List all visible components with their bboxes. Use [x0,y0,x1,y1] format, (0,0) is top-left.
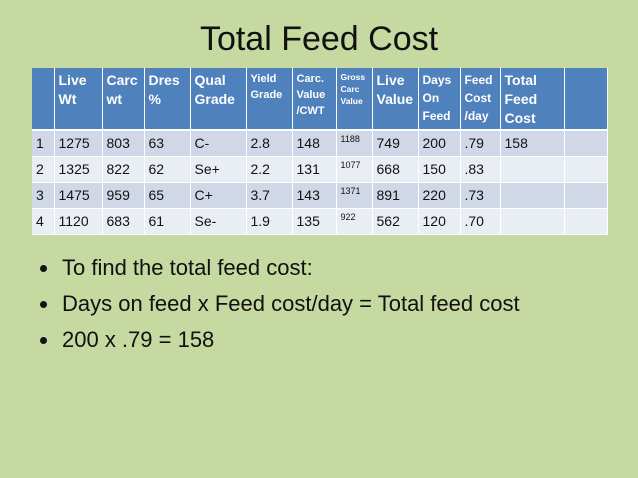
table-header-row: Live Wt Carc wt Dres % Qual Grade Yield … [32,68,608,131]
table-cell: 891 [372,182,419,209]
bullet-list: To find the total feed cost: Days on fee… [38,250,520,358]
header-cell: Qual Grade [190,68,247,131]
table-cell [564,156,608,183]
bullet-item: Days on feed x Feed cost/day = Total fee… [38,286,520,322]
header-cell: Dres % [144,68,191,131]
table-cell: .83 [460,156,501,183]
table-cell: 143 [292,182,337,209]
bullet-text: Days on feed x Feed cost/day = Total fee… [62,291,520,316]
header-cell: Days On Feed [418,68,461,131]
bullet-text: To find the total feed cost: [62,255,313,280]
table-cell: 63 [144,130,191,157]
table-cell: 1 [32,130,55,157]
table-cell: 3 [32,182,55,209]
table-cell: 65 [144,182,191,209]
header-cell: Feed Cost /day [460,68,501,131]
header-cell: Total Feed Cost [500,68,565,131]
header-cell [564,68,608,131]
table-cell: .73 [460,182,501,209]
header-cell: Carc. Value /CWT [292,68,337,131]
table-row: 3 1475 959 65 C+ 3.7 143 1371 891 220 .7… [32,182,608,209]
table-cell: 62 [144,156,191,183]
table-cell: 668 [372,156,419,183]
table-cell: 562 [372,208,419,235]
header-cell: Carc wt [102,68,145,131]
bullet-dot-icon [40,265,47,272]
table-cell: 158 [500,130,565,157]
bullet-dot-icon [40,301,47,308]
table-cell: 131 [292,156,337,183]
table-cell: 2.2 [246,156,293,183]
table-row: 4 1120 683 61 Se- 1.9 135 922 562 120 .7… [32,208,608,235]
table-cell: .79 [460,130,501,157]
header-cell: Live Wt [54,68,103,131]
table-cell: C- [190,130,247,157]
table-cell: 200 [418,130,461,157]
table-cell: 3.7 [246,182,293,209]
table-cell: 2.8 [246,130,293,157]
table-cell: 61 [144,208,191,235]
bullet-item: 200 x .79 = 158 [38,322,520,358]
header-cell [32,68,55,131]
table-cell: 1275 [54,130,103,157]
table-cell: 822 [102,156,145,183]
table-cell: Se- [190,208,247,235]
table-cell: 683 [102,208,145,235]
header-cell: Yield Grade [246,68,293,131]
table-cell [500,208,565,235]
table-cell [500,156,565,183]
table-cell: 2 [32,156,55,183]
table-cell [500,182,565,209]
table-cell: C+ [190,182,247,209]
table-cell: 1371 [336,182,373,209]
table-cell: 120 [418,208,461,235]
table-cell: 1325 [54,156,103,183]
table-row: 2 1325 822 62 Se+ 2.2 131 1077 668 150 .… [32,156,608,183]
table-cell: 1077 [336,156,373,183]
table-cell: 1.9 [246,208,293,235]
table-cell: 1188 [336,130,373,157]
table-cell: 1475 [54,182,103,209]
table-cell: .70 [460,208,501,235]
table-row: 1 1275 803 63 C- 2.8 148 1188 749 200 .7… [32,130,608,157]
table-cell: 220 [418,182,461,209]
table-cell: 749 [372,130,419,157]
bullet-dot-icon [40,337,47,344]
slide-title: Total Feed Cost [199,20,439,58]
header-cell: Live Value [372,68,419,131]
table-cell [564,208,608,235]
table-cell [564,182,608,209]
table-cell: 4 [32,208,55,235]
bullet-text: 200 x .79 = 158 [62,327,215,352]
table-cell [564,130,608,157]
feed-cost-table: Live Wt Carc wt Dres % Qual Grade Yield … [32,68,608,235]
table-cell: 922 [336,208,373,235]
bullet-item: To find the total feed cost: [38,250,520,286]
table-cell: Se+ [190,156,247,183]
table-cell: 1120 [54,208,103,235]
table-cell: 959 [102,182,145,209]
header-cell: Gross Carc Value [336,68,373,131]
table-cell: 148 [292,130,337,157]
table-cell: 135 [292,208,337,235]
table-cell: 150 [418,156,461,183]
table-cell: 803 [102,130,145,157]
